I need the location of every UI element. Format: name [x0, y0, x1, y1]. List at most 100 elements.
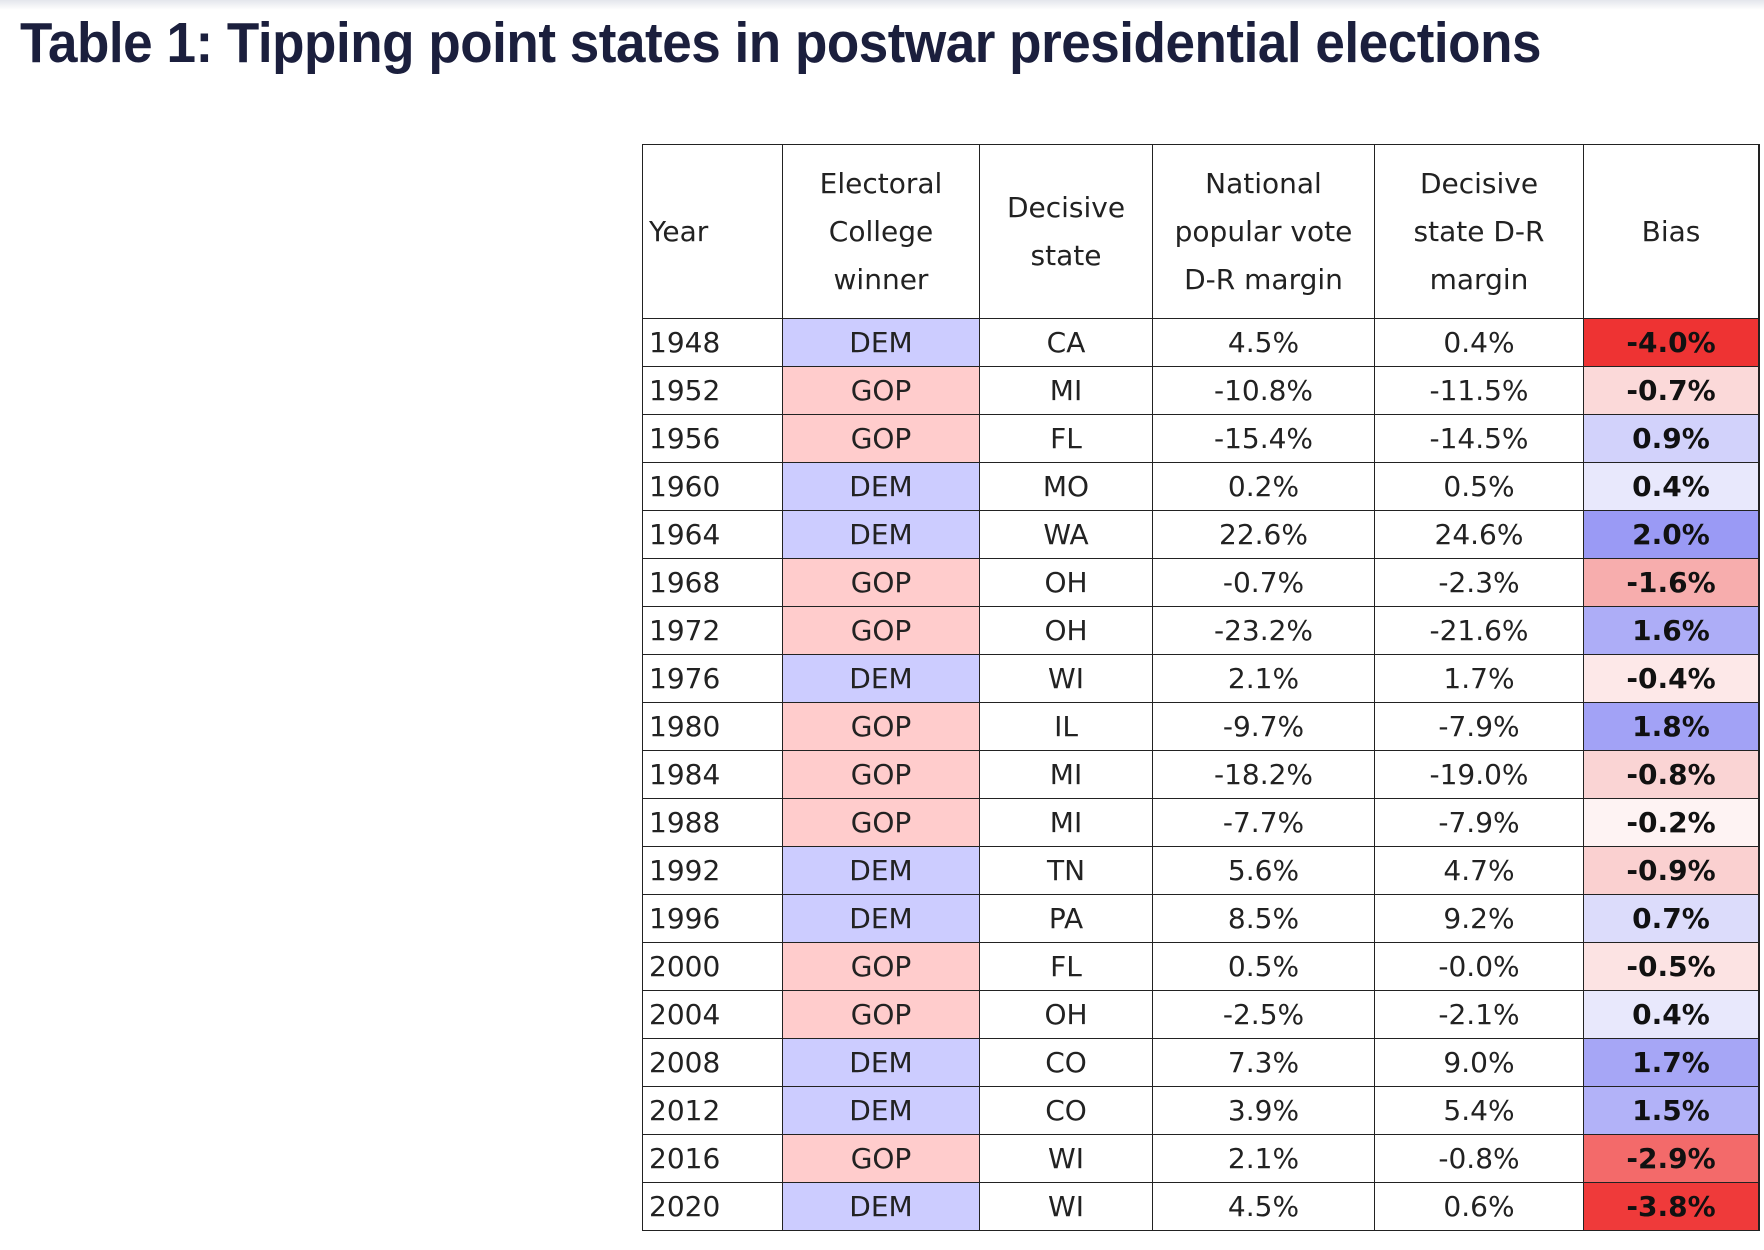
table-row: 1952 GOP MI -10.8% -11.5% -0.7%	[642, 366, 1760, 415]
table-row: 1976 DEM WI 2.1% 1.7% -0.4%	[642, 654, 1760, 703]
cell-national: 2.1%	[1152, 654, 1375, 703]
cell-decisive: 0.5%	[1374, 462, 1584, 511]
cell-national: 0.2%	[1152, 462, 1375, 511]
cell-national: 8.5%	[1152, 894, 1375, 943]
cell-decisive: -14.5%	[1374, 414, 1584, 463]
header-line: margin	[1429, 262, 1529, 296]
tipping-point-table: Year Electoral College winner Decisive s…	[642, 144, 1760, 1231]
cell-decisive: 24.6%	[1374, 510, 1584, 559]
cell-national: 7.3%	[1152, 1038, 1375, 1087]
cell-winner: GOP	[782, 366, 980, 415]
table-row: 2020 DEM WI 4.5% 0.6% -3.8%	[642, 1182, 1760, 1231]
cell-year: 1972	[642, 606, 783, 655]
cell-decisive: 0.6%	[1374, 1182, 1584, 1231]
cell-winner: GOP	[782, 1134, 980, 1183]
header-row: Year Electoral College winner Decisive s…	[642, 144, 1760, 319]
cell-decisive: -7.9%	[1374, 798, 1584, 847]
page-title: Table 1: Tipping point states in postwar…	[20, 11, 1542, 75]
cell-national: 5.6%	[1152, 846, 1375, 895]
cell-winner: DEM	[782, 846, 980, 895]
table-row: 1988 GOP MI -7.7% -7.9% -0.2%	[642, 798, 1760, 847]
cell-winner: GOP	[782, 990, 980, 1039]
cell-national: -10.8%	[1152, 366, 1375, 415]
header-line: state	[1030, 238, 1102, 272]
cell-winner: DEM	[782, 462, 980, 511]
cell-state: IL	[979, 702, 1153, 751]
cell-decisive: -19.0%	[1374, 750, 1584, 799]
cell-year: 1956	[642, 414, 783, 463]
cell-year: 1980	[642, 702, 783, 751]
header-line: state D-R	[1413, 214, 1545, 248]
cell-year: 1968	[642, 558, 783, 607]
cell-national: -15.4%	[1152, 414, 1375, 463]
cell-winner: DEM	[782, 318, 980, 367]
cell-state: WI	[979, 1182, 1153, 1231]
cell-year: 2016	[642, 1134, 783, 1183]
cell-decisive: 9.2%	[1374, 894, 1584, 943]
cell-national: -0.7%	[1152, 558, 1375, 607]
cell-bias: 0.4%	[1583, 462, 1760, 511]
cell-national: 4.5%	[1152, 318, 1375, 367]
cell-bias: -0.5%	[1583, 942, 1760, 991]
cell-state: PA	[979, 894, 1153, 943]
header-line: Electoral	[819, 166, 943, 200]
cell-state: WA	[979, 510, 1153, 559]
cell-state: CO	[979, 1086, 1153, 1135]
header-winner: Electoral College winner	[782, 144, 980, 319]
header-line: Decisive	[1419, 166, 1539, 200]
cell-decisive: 5.4%	[1374, 1086, 1584, 1135]
cell-bias: 2.0%	[1583, 510, 1760, 559]
cell-year: 2020	[642, 1182, 783, 1231]
header-state: Decisive state	[979, 144, 1153, 319]
table-row: 2000 GOP FL 0.5% -0.0% -0.5%	[642, 942, 1760, 991]
cell-year: 2004	[642, 990, 783, 1039]
header-decisive: Decisive state D-R margin	[1374, 144, 1584, 319]
cell-year: 1988	[642, 798, 783, 847]
table-row: 1964 DEM WA 22.6% 24.6% 2.0%	[642, 510, 1760, 559]
table-row: 1992 DEM TN 5.6% 4.7% -0.9%	[642, 846, 1760, 895]
cell-winner: DEM	[782, 894, 980, 943]
table-body: 1948 DEM CA 4.5% 0.4% -4.0% 1952 GOP MI -10.8% -11…	[642, 318, 1760, 1231]
cell-decisive: -7.9%	[1374, 702, 1584, 751]
cell-year: 2012	[642, 1086, 783, 1135]
cell-winner: DEM	[782, 1038, 980, 1087]
table-row: 1948 DEM CA 4.5% 0.4% -4.0%	[642, 318, 1760, 367]
cell-decisive: -11.5%	[1374, 366, 1584, 415]
cell-bias: -0.2%	[1583, 798, 1760, 847]
cell-state: OH	[979, 990, 1153, 1039]
header-bias: Bias	[1583, 144, 1760, 319]
cell-bias: -0.8%	[1583, 750, 1760, 799]
cell-year: 2008	[642, 1038, 783, 1087]
cell-bias: 1.7%	[1583, 1038, 1760, 1087]
cell-winner: GOP	[782, 798, 980, 847]
cell-bias: -0.7%	[1583, 366, 1760, 415]
header-line: College	[828, 214, 934, 248]
cell-winner: DEM	[782, 1182, 980, 1231]
cell-state: MI	[979, 750, 1153, 799]
table-row: 1984 GOP MI -18.2% -19.0% -0.8%	[642, 750, 1760, 799]
cell-state: TN	[979, 846, 1153, 895]
cell-winner: DEM	[782, 1086, 980, 1135]
cell-national: 22.6%	[1152, 510, 1375, 559]
header-line: National	[1205, 166, 1322, 200]
top-rule	[0, 0, 1764, 10]
header-national: National popular vote D-R margin	[1152, 144, 1375, 319]
cell-year: 1996	[642, 894, 783, 943]
cell-bias: -2.9%	[1583, 1134, 1760, 1183]
cell-winner: DEM	[782, 654, 980, 703]
cell-bias: -0.4%	[1583, 654, 1760, 703]
cell-year: 2000	[642, 942, 783, 991]
cell-decisive: -21.6%	[1374, 606, 1584, 655]
cell-decisive: 9.0%	[1374, 1038, 1584, 1087]
cell-national: -7.7%	[1152, 798, 1375, 847]
cell-state: MI	[979, 798, 1153, 847]
cell-year: 1992	[642, 846, 783, 895]
table-row: 2008 DEM CO 7.3% 9.0% 1.7%	[642, 1038, 1760, 1087]
table-row: 1996 DEM PA 8.5% 9.2% 0.7%	[642, 894, 1760, 943]
cell-decisive: -2.3%	[1374, 558, 1584, 607]
cell-bias: 1.8%	[1583, 702, 1760, 751]
cell-year: 1964	[642, 510, 783, 559]
cell-state: WI	[979, 654, 1153, 703]
header-line: winner	[833, 262, 929, 296]
cell-year: 1948	[642, 318, 783, 367]
